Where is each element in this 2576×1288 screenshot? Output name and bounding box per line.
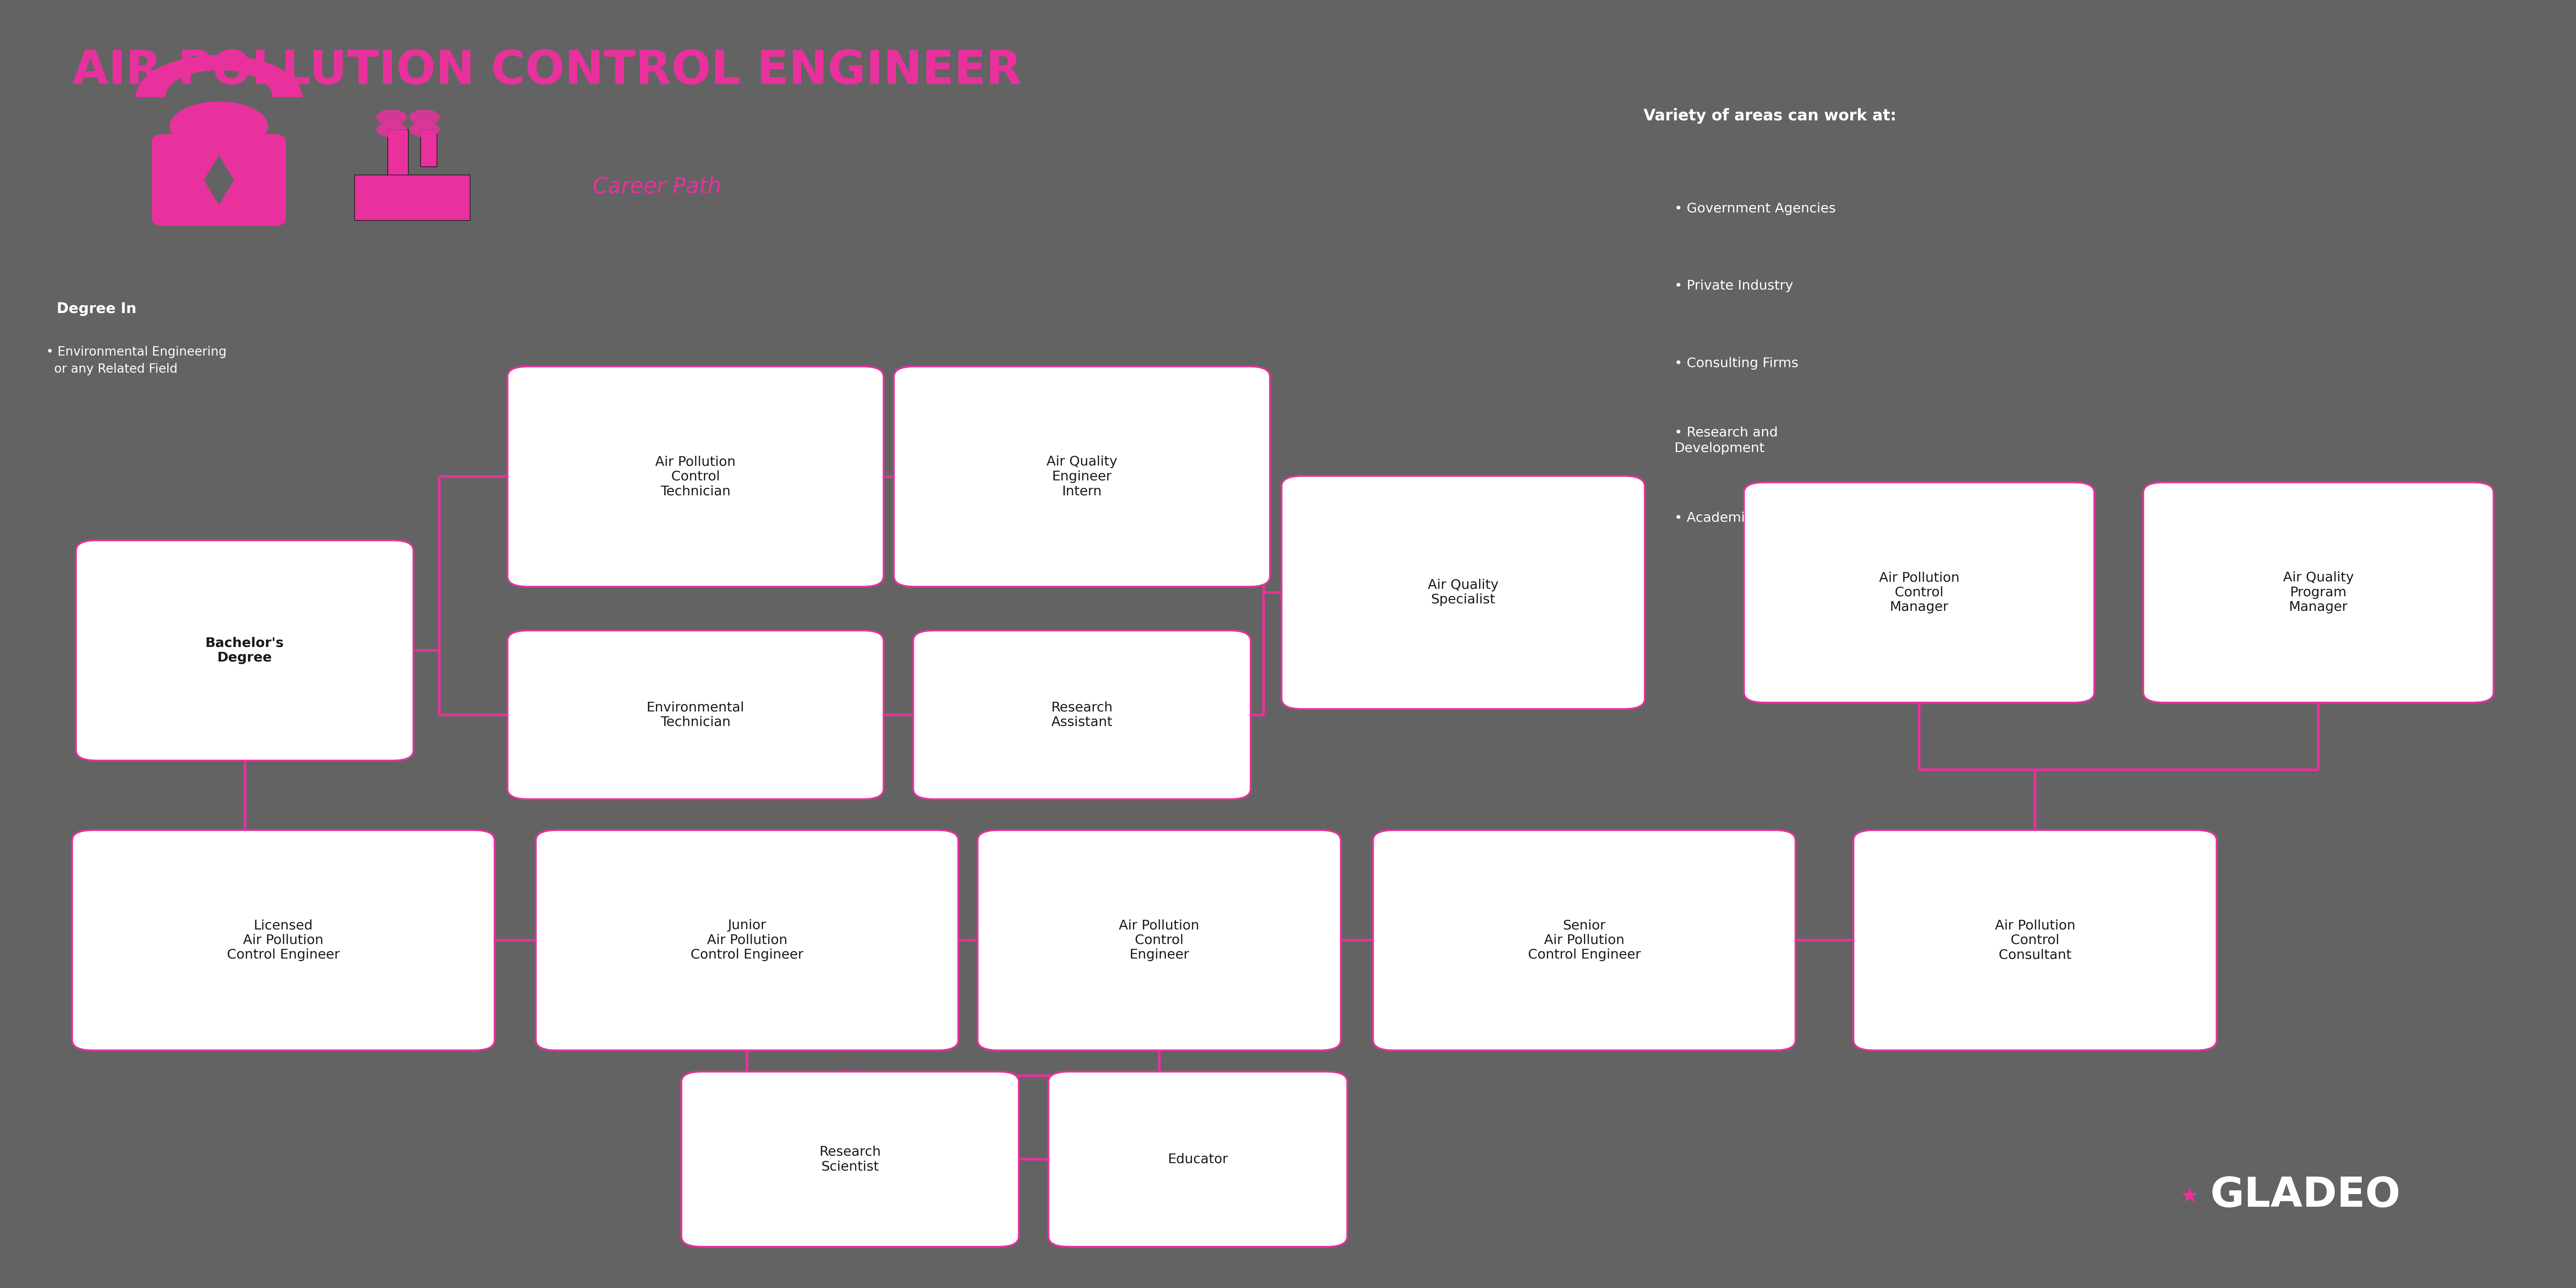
- Text: Degree In: Degree In: [57, 303, 137, 316]
- FancyBboxPatch shape: [420, 130, 438, 166]
- Text: Bachelor's
Degree: Bachelor's Degree: [206, 636, 283, 665]
- Text: Educator: Educator: [1167, 1153, 1229, 1166]
- Text: • Environmental Engineering
  or any Related Field: • Environmental Engineering or any Relat…: [46, 346, 227, 375]
- Text: Career Path: Career Path: [592, 176, 721, 197]
- FancyBboxPatch shape: [894, 367, 1270, 587]
- Text: Air Quality
Program
Manager: Air Quality Program Manager: [2282, 572, 2354, 613]
- Text: Senior
Air Pollution
Control Engineer: Senior Air Pollution Control Engineer: [1528, 920, 1641, 961]
- Circle shape: [170, 102, 268, 151]
- Text: • Academia: • Academia: [1674, 511, 1754, 524]
- FancyBboxPatch shape: [507, 631, 884, 799]
- Text: Research
Scientist: Research Scientist: [819, 1145, 881, 1173]
- Text: Air Quality
Specialist: Air Quality Specialist: [1427, 578, 1499, 607]
- Text: Air Pollution
Control
Manager: Air Pollution Control Manager: [1878, 572, 1960, 613]
- FancyBboxPatch shape: [355, 175, 469, 220]
- FancyBboxPatch shape: [976, 831, 1340, 1051]
- FancyBboxPatch shape: [1744, 483, 2094, 703]
- Text: • Private Industry: • Private Industry: [1674, 279, 1793, 292]
- Text: • Research and
Development: • Research and Development: [1674, 426, 1777, 455]
- Text: • Government Agencies: • Government Agencies: [1674, 202, 1837, 215]
- Text: Variety of areas can work at:: Variety of areas can work at:: [1643, 108, 1896, 124]
- Text: Licensed
Air Pollution
Control Engineer: Licensed Air Pollution Control Engineer: [227, 920, 340, 961]
- FancyBboxPatch shape: [1373, 831, 1795, 1051]
- Text: • Consulting Firms: • Consulting Firms: [1674, 357, 1798, 370]
- FancyBboxPatch shape: [1048, 1072, 1347, 1247]
- FancyBboxPatch shape: [1280, 475, 1643, 708]
- Text: GLADEO: GLADEO: [2210, 1176, 2401, 1215]
- Text: Air Pollution
Control
Consultant: Air Pollution Control Consultant: [1994, 920, 2076, 961]
- FancyBboxPatch shape: [386, 130, 407, 179]
- Text: Air Pollution
Control
Technician: Air Pollution Control Technician: [654, 456, 737, 497]
- FancyBboxPatch shape: [912, 631, 1249, 799]
- Circle shape: [410, 109, 440, 125]
- FancyBboxPatch shape: [536, 831, 958, 1051]
- Circle shape: [376, 122, 407, 137]
- Circle shape: [410, 122, 440, 137]
- Text: Air Quality
Engineer
Intern: Air Quality Engineer Intern: [1046, 456, 1118, 497]
- FancyBboxPatch shape: [680, 1072, 1018, 1247]
- Text: Junior
Air Pollution
Control Engineer: Junior Air Pollution Control Engineer: [690, 920, 804, 961]
- Text: Air Pollution
Control
Engineer: Air Pollution Control Engineer: [1118, 920, 1200, 961]
- Polygon shape: [204, 156, 234, 205]
- FancyBboxPatch shape: [72, 831, 495, 1051]
- Text: Environmental
Technician: Environmental Technician: [647, 701, 744, 729]
- FancyBboxPatch shape: [152, 134, 286, 225]
- Circle shape: [376, 109, 407, 125]
- Text: AIR POLLUTION CONTROL ENGINEER: AIR POLLUTION CONTROL ENGINEER: [72, 48, 1023, 94]
- FancyBboxPatch shape: [507, 367, 884, 587]
- Text: Research
Assistant: Research Assistant: [1051, 701, 1113, 729]
- FancyBboxPatch shape: [2143, 483, 2494, 703]
- FancyBboxPatch shape: [1855, 831, 2215, 1051]
- Wedge shape: [137, 55, 301, 97]
- FancyBboxPatch shape: [77, 541, 412, 760]
